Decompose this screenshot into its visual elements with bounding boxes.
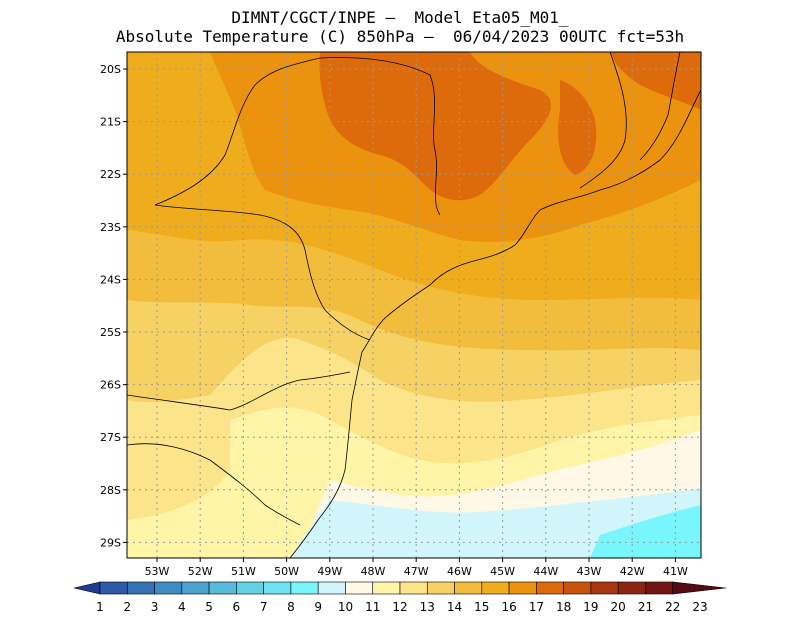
boundaries <box>126 51 702 559</box>
colorbar-label: 23 <box>692 600 707 614</box>
latitude-label: 26S <box>100 379 121 392</box>
colorbar-swatch <box>481 581 510 595</box>
colorbar-label: 8 <box>287 600 295 614</box>
colorbar-label: 1 <box>96 600 104 614</box>
colorbar-swatch <box>345 581 374 595</box>
colorbar-label: 19 <box>583 600 598 614</box>
longitude-label: 44W <box>533 565 558 578</box>
colorbar-label: 4 <box>178 600 186 614</box>
state-border <box>579 51 627 189</box>
colorbar-label: 18 <box>556 600 571 614</box>
longitude-label: 41W <box>663 565 688 578</box>
longitude-axis: 53W 52W 51W 50W 49W 48W 47W 46W 45W 44W 43W 42W 41W <box>145 558 688 578</box>
colorbar: 1 2 3 4 5 6 7 8 9 10 11 12 13 14 15 16 17 18 19 20 21 22 23 <box>73 581 727 614</box>
colorbar-swatch <box>563 581 592 595</box>
colorbar-swatch <box>536 581 564 595</box>
colorbar-swatch <box>399 581 428 595</box>
longitude-label: 48W <box>361 565 386 578</box>
longitude-label: 43W <box>577 565 602 578</box>
grid-lines <box>127 52 701 558</box>
colorbar-label: 12 <box>392 600 407 614</box>
latitude-label: 20S <box>100 63 121 76</box>
state-border <box>154 204 371 341</box>
colorbar-arrow-low <box>73 581 101 595</box>
longitude-label: 46W <box>447 565 472 578</box>
colorbar-label: 20 <box>611 600 626 614</box>
colorbar-swatch <box>617 581 646 595</box>
latitude-label: 22S <box>100 168 121 181</box>
state-border <box>154 57 441 216</box>
colorbar-label: 3 <box>151 600 159 614</box>
chart-title-line1: DIMNT/CGCT/INPE – Model Eta05_M01_ <box>231 8 569 27</box>
colorbar-label: 16 <box>501 600 516 614</box>
latitude-label: 24S <box>100 273 121 286</box>
colorbar-swatch <box>645 581 674 595</box>
colorbar-swatch <box>508 581 537 595</box>
colorbar-swatch <box>181 581 210 595</box>
colorbar-swatch <box>99 581 128 595</box>
latitude-label: 27S <box>100 431 121 444</box>
colorbar-swatch <box>317 581 346 595</box>
longitude-label: 53W <box>145 565 170 578</box>
colorbar-arrow-high <box>672 581 727 595</box>
colorbar-swatch <box>208 581 237 595</box>
state-border <box>126 371 351 411</box>
colorbar-swatch <box>372 581 401 595</box>
colorbar-swatch <box>236 581 264 595</box>
latitude-label: 23S <box>100 221 121 234</box>
colorbar-swatch <box>263 581 292 595</box>
temperature-band <box>319 52 551 201</box>
latitude-axis: 20S 21S 22S 23S 24S 25S 26S 27S 28S 29S <box>100 63 127 549</box>
longitude-label: 42W <box>620 565 645 578</box>
colorbar-label: 10 <box>338 600 353 614</box>
longitude-label: 45W <box>490 565 515 578</box>
colorbar-swatch <box>426 581 455 595</box>
temperature-band <box>610 52 701 110</box>
colorbar-label: 5 <box>205 600 213 614</box>
colorbar-label: 9 <box>314 600 322 614</box>
chart-title-line2: Absolute Temperature (C) 850hPa – 06/04/… <box>115 27 685 46</box>
latitude-label: 21S <box>100 116 121 129</box>
state-border <box>126 443 301 526</box>
coastline <box>289 89 702 559</box>
colorbar-swatch <box>590 581 619 595</box>
colorbar-label: 6 <box>233 600 241 614</box>
temperature-band <box>558 80 597 175</box>
latitude-label: 29S <box>100 536 121 549</box>
longitude-label: 49W <box>317 565 342 578</box>
temperature-field <box>127 52 701 558</box>
colorbar-swatch <box>126 581 155 595</box>
latitude-label: 25S <box>100 326 121 339</box>
state-border <box>639 51 681 161</box>
longitude-label: 50W <box>274 565 299 578</box>
longitude-label: 51W <box>231 565 256 578</box>
longitude-label: 47W <box>404 565 429 578</box>
longitude-label: 52W <box>188 565 213 578</box>
colorbar-swatch <box>290 581 319 595</box>
colorbar-swatch <box>154 581 183 595</box>
colorbar-swatch <box>454 581 483 595</box>
colorbar-label: 7 <box>260 600 268 614</box>
colorbar-label: 15 <box>474 600 489 614</box>
colorbar-label: 14 <box>447 600 462 614</box>
colorbar-label: 13 <box>420 600 435 614</box>
temperature-band <box>590 505 701 558</box>
colorbar-label: 22 <box>665 600 680 614</box>
latitude-label: 28S <box>100 484 121 497</box>
colorbar-label: 17 <box>529 600 544 614</box>
colorbar-label: 11 <box>365 600 380 614</box>
colorbar-label: 2 <box>123 600 131 614</box>
colorbar-label: 21 <box>638 600 653 614</box>
map-frame <box>126 51 702 559</box>
